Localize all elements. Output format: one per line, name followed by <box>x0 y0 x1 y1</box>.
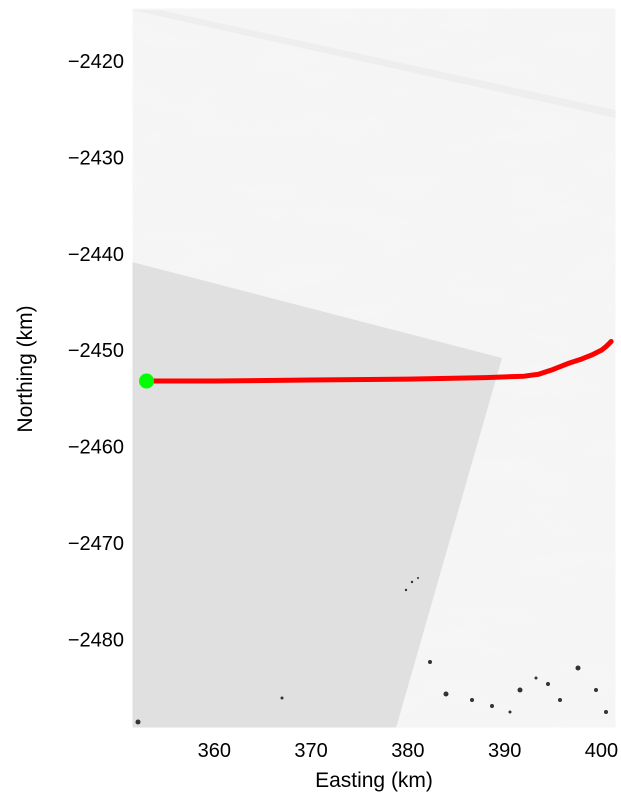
flight-track-line <box>144 338 614 384</box>
y-tick-label: −2480 <box>68 629 124 651</box>
y-tick-label: −2450 <box>68 340 124 362</box>
dark-rock-outcrops <box>135 577 608 725</box>
x-axis-label: Easting (km) <box>315 769 433 792</box>
x-tick-label: 360 <box>198 740 231 762</box>
y-tick-label: −2430 <box>68 147 124 169</box>
map-area <box>131 7 617 729</box>
plot-frame <box>131 7 617 729</box>
x-tick-label: 390 <box>488 740 521 762</box>
y-axis-ticks: −2420 −2430 −2440 −2450 −2460 −2470 −2480 <box>68 51 124 651</box>
y-axis-label: Northing (km) <box>14 305 37 432</box>
y-tick-label: −2470 <box>68 533 124 555</box>
start-point-marker <box>139 373 155 389</box>
x-axis-ticks: 360 370 380 390 400 <box>198 740 619 762</box>
x-tick-label: 400 <box>585 740 618 762</box>
y-tick-label: −2420 <box>68 51 124 73</box>
y-tick-label: −2460 <box>68 437 124 459</box>
x-tick-label: 380 <box>391 740 424 762</box>
x-tick-label: 370 <box>294 740 327 762</box>
y-tick-label: −2440 <box>68 244 124 266</box>
image-scene-seam <box>132 10 616 118</box>
